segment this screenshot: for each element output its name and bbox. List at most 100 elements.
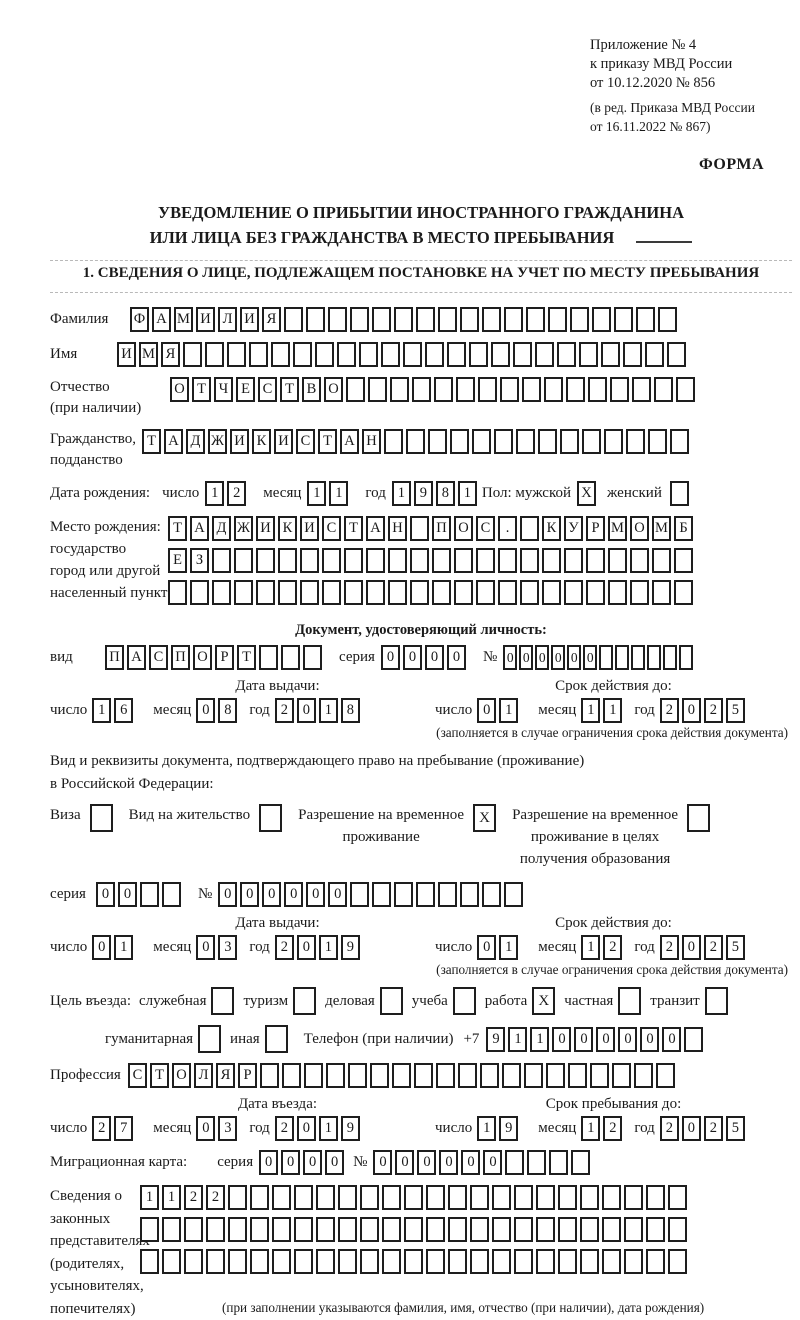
char-cell: 1 bbox=[581, 698, 600, 723]
char-cell: С bbox=[296, 429, 315, 454]
residence-valid-heading: Срок действия до: bbox=[435, 915, 792, 932]
sex-female-label: женский bbox=[607, 485, 662, 502]
appendix-line-3: от 10.12.2020 № 856 bbox=[590, 74, 792, 93]
residence-valid-day-label: число bbox=[435, 939, 472, 956]
char-cell bbox=[456, 377, 475, 402]
char-cell bbox=[234, 580, 253, 605]
char-cell bbox=[438, 307, 457, 332]
char-cell bbox=[548, 307, 567, 332]
citizenship-label-line2: подданство bbox=[50, 452, 123, 468]
char-cell: 1 bbox=[319, 1116, 338, 1141]
citizenship-label: Гражданство,подданство bbox=[50, 429, 142, 471]
char-cell bbox=[476, 580, 495, 605]
char-cell bbox=[406, 429, 425, 454]
char-cell bbox=[432, 548, 451, 573]
char-cell: 0 bbox=[96, 882, 115, 907]
char-cell bbox=[438, 882, 457, 907]
char-cell: 7 bbox=[114, 1116, 133, 1141]
residence-issue-day-label: число bbox=[50, 939, 87, 956]
char-cell bbox=[604, 429, 623, 454]
char-cell: Я bbox=[216, 1063, 235, 1088]
char-cell: 9 bbox=[414, 481, 433, 506]
char-cell bbox=[454, 548, 473, 573]
char-cell bbox=[300, 548, 319, 573]
char-cell bbox=[315, 342, 334, 367]
char-cell bbox=[293, 342, 312, 367]
char-cell bbox=[228, 1217, 247, 1242]
char-cell bbox=[498, 580, 517, 605]
char-cell bbox=[256, 580, 275, 605]
birth-day-label: число bbox=[162, 485, 199, 502]
form-word: ФОРМА bbox=[50, 156, 792, 174]
char-cell bbox=[544, 377, 563, 402]
char-cell: 0 bbox=[425, 645, 444, 670]
char-cell bbox=[470, 1249, 489, 1274]
residence-issue-heading: Дата выдачи: bbox=[50, 915, 435, 932]
entry-year-label: год bbox=[249, 1120, 269, 1137]
char-cell: 2 bbox=[704, 1116, 723, 1141]
char-cell bbox=[368, 377, 387, 402]
char-cell: 1 bbox=[603, 698, 622, 723]
char-cell bbox=[249, 342, 268, 367]
char-cell bbox=[590, 1063, 609, 1088]
char-cell bbox=[322, 580, 341, 605]
char-cell bbox=[602, 1249, 621, 1274]
char-cell bbox=[282, 1063, 301, 1088]
char-cell bbox=[183, 342, 202, 367]
char-cell: 5 bbox=[726, 698, 745, 723]
char-cell: 0 bbox=[682, 698, 701, 723]
char-cell: 1 bbox=[508, 1027, 527, 1052]
char-cell bbox=[542, 580, 561, 605]
char-cell bbox=[432, 580, 451, 605]
char-cell bbox=[526, 307, 545, 332]
char-cell bbox=[360, 1217, 379, 1242]
purpose-label: Цель въезда: bbox=[50, 993, 131, 1010]
char-cell: И bbox=[240, 307, 259, 332]
legal-reps-row3 bbox=[140, 1249, 704, 1274]
char-cell bbox=[580, 1217, 599, 1242]
char-cell bbox=[646, 1185, 665, 1210]
option-label-other: иная bbox=[230, 1028, 260, 1050]
char-cell: 0 bbox=[328, 882, 347, 907]
char-cell bbox=[602, 1185, 621, 1210]
char-cell bbox=[316, 1249, 335, 1274]
char-cell bbox=[470, 1217, 489, 1242]
char-cell bbox=[436, 1063, 455, 1088]
char-cell: С bbox=[322, 516, 341, 541]
char-cell bbox=[542, 548, 561, 573]
birth-place-label: Место рождения: государство город или др… bbox=[50, 516, 168, 604]
char-cell: 6 bbox=[114, 698, 133, 723]
char-cell bbox=[654, 377, 673, 402]
section1-heading: 1. СВЕДЕНИЯ О ЛИЦЕ, ПОДЛЕЖАЩЕМ ПОСТАНОВК… bbox=[50, 265, 792, 282]
char-cell bbox=[634, 1063, 653, 1088]
char-cell bbox=[522, 377, 541, 402]
char-cell bbox=[350, 882, 369, 907]
char-cell bbox=[568, 1063, 587, 1088]
char-cell bbox=[271, 342, 290, 367]
char-cell bbox=[428, 429, 447, 454]
appendix-line-2: к приказу МВД России bbox=[590, 55, 792, 74]
issue-day-label: число bbox=[50, 702, 87, 719]
char-cell: А bbox=[366, 516, 385, 541]
char-cell: 2 bbox=[660, 1116, 679, 1141]
char-cell: М bbox=[652, 516, 671, 541]
char-cell: 0 bbox=[297, 698, 316, 723]
birth-date-label: Дата рождения: bbox=[50, 485, 150, 502]
char-cell bbox=[205, 342, 224, 367]
char-cell: 2 bbox=[275, 935, 294, 960]
checkbox-visa bbox=[90, 804, 113, 832]
char-cell: 8 bbox=[436, 481, 455, 506]
option-business: деловая bbox=[325, 987, 403, 1015]
legal-reps-row2 bbox=[140, 1217, 704, 1242]
char-cell: Д bbox=[212, 516, 231, 541]
